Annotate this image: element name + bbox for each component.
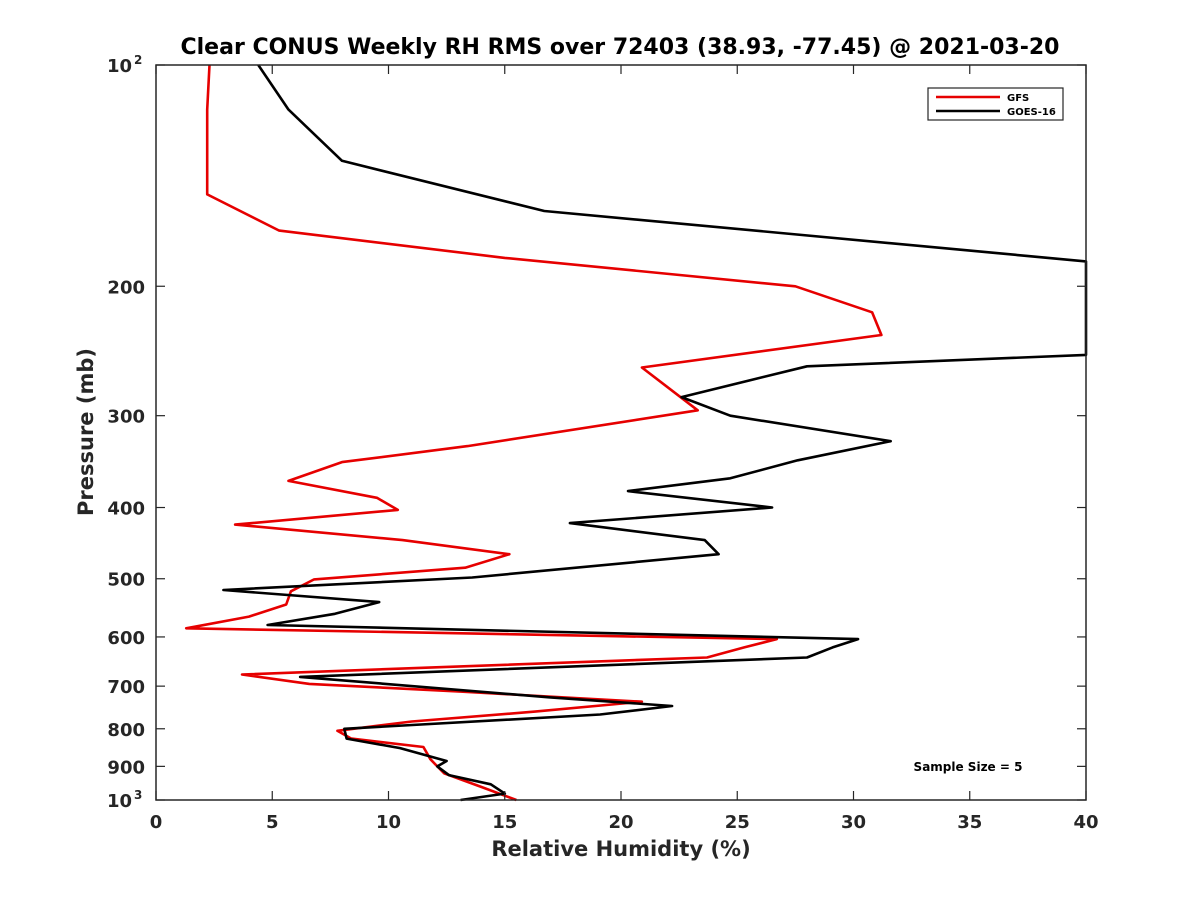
y-tick-label: 300 — [107, 407, 145, 428]
y-axis-label: Pressure (mb) — [74, 348, 98, 516]
y-tick-label: 400 — [107, 499, 145, 520]
chart-title: Clear CONUS Weekly RH RMS over 72403 (38… — [181, 35, 1060, 60]
x-tick-label: 15 — [492, 812, 517, 833]
y-tick-label: 10 — [107, 56, 132, 77]
y-tick-label: 800 — [107, 720, 145, 741]
y-tick-label: 600 — [107, 628, 145, 649]
axes-frame — [155, 64, 1087, 801]
x-axis: 0 5 10 15 20 25 30 35 40 — [150, 65, 1099, 833]
legend-entries: GFS GOES-16 — [936, 93, 1056, 118]
y-tick-label: 900 — [107, 757, 145, 778]
x-tick-label: 5 — [266, 812, 279, 833]
x-tick-label: 35 — [957, 812, 982, 833]
x-tick-label: 0 — [150, 812, 163, 833]
series-layer — [184, 64, 1088, 802]
sample-size-annotation: Sample Size = 5 — [914, 760, 1023, 774]
x-tick-label: 10 — [376, 812, 401, 833]
y-tick-label: 200 — [107, 277, 145, 298]
x-tick-label: 25 — [725, 812, 750, 833]
y-tick-label: 500 — [107, 570, 145, 591]
y-tick-exponent: 3 — [134, 788, 142, 802]
series-line-gfs — [184, 64, 883, 802]
legend-box — [927, 87, 1064, 121]
series-line-goes-16 — [222, 64, 1088, 802]
x-axis-label: Relative Humidity (%) — [491, 837, 750, 861]
legend-label: GFS — [1007, 93, 1029, 104]
x-tick-label: 30 — [841, 812, 866, 833]
x-tick-label: 40 — [1073, 812, 1098, 833]
y-tick-label: 10 — [107, 791, 132, 812]
x-tick-label: 20 — [608, 812, 633, 833]
y-tick-label: 700 — [107, 677, 145, 698]
legend: GFS GOES-16 — [927, 87, 1064, 121]
y-tick-exponent: 2 — [134, 53, 142, 67]
legend-label: GOES-16 — [1007, 107, 1056, 118]
